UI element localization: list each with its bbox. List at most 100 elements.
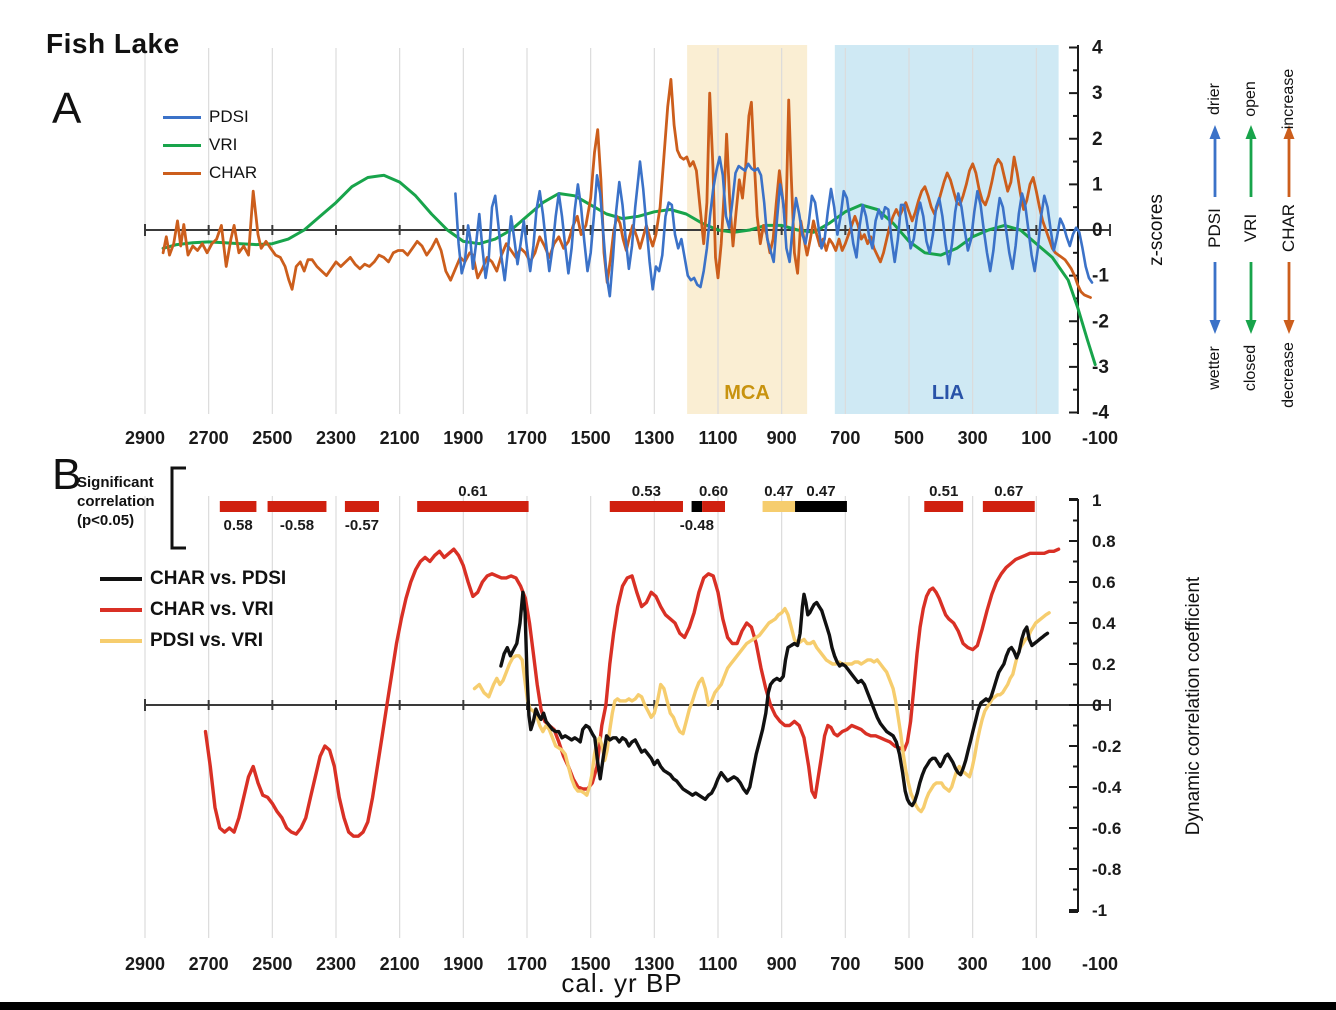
panel-b-x-tick-label: 700	[830, 954, 860, 974]
char-vs-pdsi-series-line	[499, 590, 1050, 808]
panel-a-x-tick-label: 300	[958, 428, 988, 448]
panel-a-y-tick-label: -4	[1092, 403, 1109, 424]
panel-a-y-tick-label: -1	[1092, 266, 1109, 287]
panel-a-x-tick-label: 1100	[698, 428, 737, 448]
legend-item-pdsi: PDSI	[163, 103, 257, 131]
char-down-arrowhead	[1283, 320, 1295, 334]
sig-bar-value: 0.47	[806, 483, 835, 500]
significant-correlation-bar	[702, 501, 726, 512]
sig-bar-value: -0.57	[345, 517, 379, 534]
panel-b-y-tick-label: -0.2	[1092, 737, 1121, 756]
significant-correlation-bar	[691, 501, 703, 512]
panel-a-x-tick-label: 2900	[125, 428, 165, 448]
pdsi-series-line	[454, 155, 1094, 298]
pdsi-arrow-name: PDSI	[1205, 208, 1224, 248]
panel-b-x-tick-label: 1300	[634, 954, 674, 974]
panel-a-y-tick-label: 3	[1092, 83, 1103, 104]
panel-b-y-tick-label: -0.4	[1092, 778, 1122, 797]
panel-a-y-tick-label: 0	[1092, 220, 1103, 241]
panel-b-y-tick-label: -1	[1092, 901, 1107, 920]
panel-b-label: B	[52, 450, 82, 499]
significant-correlation-caption: Significant correlation (p<0.05)	[77, 474, 155, 529]
panel-b-x-tick-label: 1100	[698, 954, 737, 974]
panel-a-legend: PDSI VRI CHAR	[163, 103, 257, 187]
sig-bar-value: -0.48	[680, 517, 714, 534]
lia-band-label: LIA	[931, 382, 965, 404]
panel-b-x-tick-label: 2700	[189, 954, 229, 974]
sig-bar-value: 0.60	[699, 483, 728, 500]
significant-correlation-bar	[344, 501, 379, 512]
vri-down-arrowhead	[1245, 320, 1257, 334]
sig-bar-value: -0.58	[280, 517, 314, 534]
pdsi-down-arrowhead	[1209, 320, 1221, 334]
legend-label-pdsi-vs-vri: PDSI vs. VRI	[150, 629, 263, 651]
panel-b-x-tick-label: 500	[894, 954, 924, 974]
panel-a-y-tick-label: 1	[1092, 174, 1103, 195]
significant-correlation-bar	[267, 501, 327, 512]
panel-a-x-tick-label: 2700	[189, 428, 229, 448]
panel-a-y-tick-label: 4	[1092, 38, 1103, 59]
char-down-label: decrease	[1280, 342, 1297, 408]
char-arrow-name: CHAR	[1279, 203, 1298, 253]
panel-b-x-tick-label: 1500	[571, 954, 611, 974]
sig-bar-value: 0.53	[632, 483, 661, 500]
significant-correlation-bar	[219, 501, 257, 512]
panel-a-x-tick-label: 1700	[507, 428, 547, 448]
legend-label-pdsi: PDSI	[209, 107, 249, 126]
vri-down-label: closed	[1242, 344, 1259, 392]
char-vs-vri-swatch	[100, 607, 142, 612]
panel-b-x-tick-label: -100	[1082, 954, 1118, 974]
legend-item-vri: VRI	[163, 131, 257, 159]
significant-correlation-bar	[924, 501, 964, 512]
sig-bar-value: 0.58	[224, 517, 253, 534]
bottom-border-bar	[0, 1002, 1336, 1010]
z-scores-axis-title: z-scores	[1146, 194, 1167, 266]
pdsi-line-swatch	[163, 115, 201, 119]
char-vs-pdsi-swatch	[100, 576, 142, 581]
panel-b-x-tick-label: 100	[1021, 954, 1051, 974]
panel-b-x-tick-label: 900	[767, 954, 797, 974]
significant-correlation-bar	[417, 501, 529, 512]
panel-a-x-tick-label: 1500	[571, 428, 611, 448]
vri-series-line	[161, 173, 1097, 367]
panel-a-label: A	[52, 84, 82, 133]
panel-b-x-tick-label: 1700	[507, 954, 547, 974]
char-vs-vri-series-line	[203, 547, 1061, 838]
panel-a-x-tick-label: 700	[830, 428, 860, 448]
legend-item-char-vs-pdsi: CHAR vs. PDSI	[100, 563, 286, 594]
legend-label-char: CHAR	[209, 163, 258, 182]
panel-a-x-tick-label: -100	[1082, 428, 1118, 448]
sig-bar-value: 0.47	[764, 483, 793, 500]
pdsi-up-arrowhead	[1209, 125, 1221, 139]
legend-label-char-vs-vri: CHAR vs. VRI	[150, 598, 274, 620]
panel-b-y-tick-label: 0.4	[1092, 614, 1116, 633]
panel-b-x-tick-label: 2300	[316, 954, 356, 974]
caption-bracket	[170, 466, 186, 550]
panel-a-x-tick-label: 2300	[316, 428, 356, 448]
legend-item-char-vs-vri: CHAR vs. VRI	[100, 594, 286, 625]
panel-a-x-tick-label: 1900	[443, 428, 483, 448]
sig-bar-value: 0.61	[458, 483, 487, 500]
vri-up-arrowhead	[1245, 125, 1257, 139]
panel-a-y-tick-label: -3	[1092, 357, 1109, 378]
sig-bar-value: 0.51	[929, 483, 958, 500]
mca-band-label: MCA	[724, 382, 770, 404]
figure-title: Fish Lake	[46, 28, 180, 59]
x-axis-title: cal. yr BP	[561, 968, 683, 998]
legend-item-pdsi-vs-vri: PDSI vs. VRI	[100, 625, 286, 656]
panel-b-y-tick-label: 0.6	[1092, 573, 1116, 592]
panel-a-y-tick-label: -2	[1092, 311, 1109, 332]
sig-bar-value: 0.67	[994, 483, 1023, 500]
panel-b-x-tick-label: 2900	[125, 954, 165, 974]
panel-a-x-tick-label: 2500	[252, 428, 292, 448]
legend-item-char: CHAR	[163, 159, 257, 187]
pdsi-up-label: drier	[1206, 82, 1223, 116]
panel-b-y-tick-label: 1	[1092, 491, 1101, 510]
vri-up-label: open	[1242, 81, 1259, 117]
pdsi-down-label: wetter	[1206, 346, 1223, 390]
panel-b-x-tick-label: 300	[958, 954, 988, 974]
panel-a-y-tick-label: 2	[1092, 129, 1103, 150]
panel-a-x-tick-label: 1300	[634, 428, 674, 448]
char-up-label: increase	[1280, 68, 1297, 130]
